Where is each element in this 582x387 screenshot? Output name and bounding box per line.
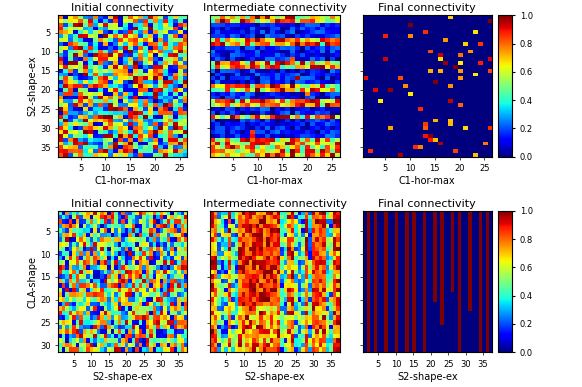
- Title: Final connectivity: Final connectivity: [378, 3, 476, 13]
- Title: Intermediate connectivity: Intermediate connectivity: [203, 199, 347, 209]
- Y-axis label: CLA-shape: CLA-shape: [27, 255, 37, 308]
- Title: Final connectivity: Final connectivity: [378, 199, 476, 209]
- X-axis label: S2-shape-ex: S2-shape-ex: [93, 372, 153, 382]
- X-axis label: S2-shape-ex: S2-shape-ex: [244, 372, 306, 382]
- Title: Initial connectivity: Initial connectivity: [71, 199, 174, 209]
- X-axis label: C1-hor-max: C1-hor-max: [94, 176, 151, 186]
- X-axis label: C1-hor-max: C1-hor-max: [399, 176, 456, 186]
- Title: Initial connectivity: Initial connectivity: [71, 3, 174, 13]
- Title: Intermediate connectivity: Intermediate connectivity: [203, 3, 347, 13]
- X-axis label: C1-hor-max: C1-hor-max: [247, 176, 303, 186]
- Y-axis label: S2-shape-ex: S2-shape-ex: [27, 56, 37, 116]
- X-axis label: S2-shape-ex: S2-shape-ex: [397, 372, 457, 382]
